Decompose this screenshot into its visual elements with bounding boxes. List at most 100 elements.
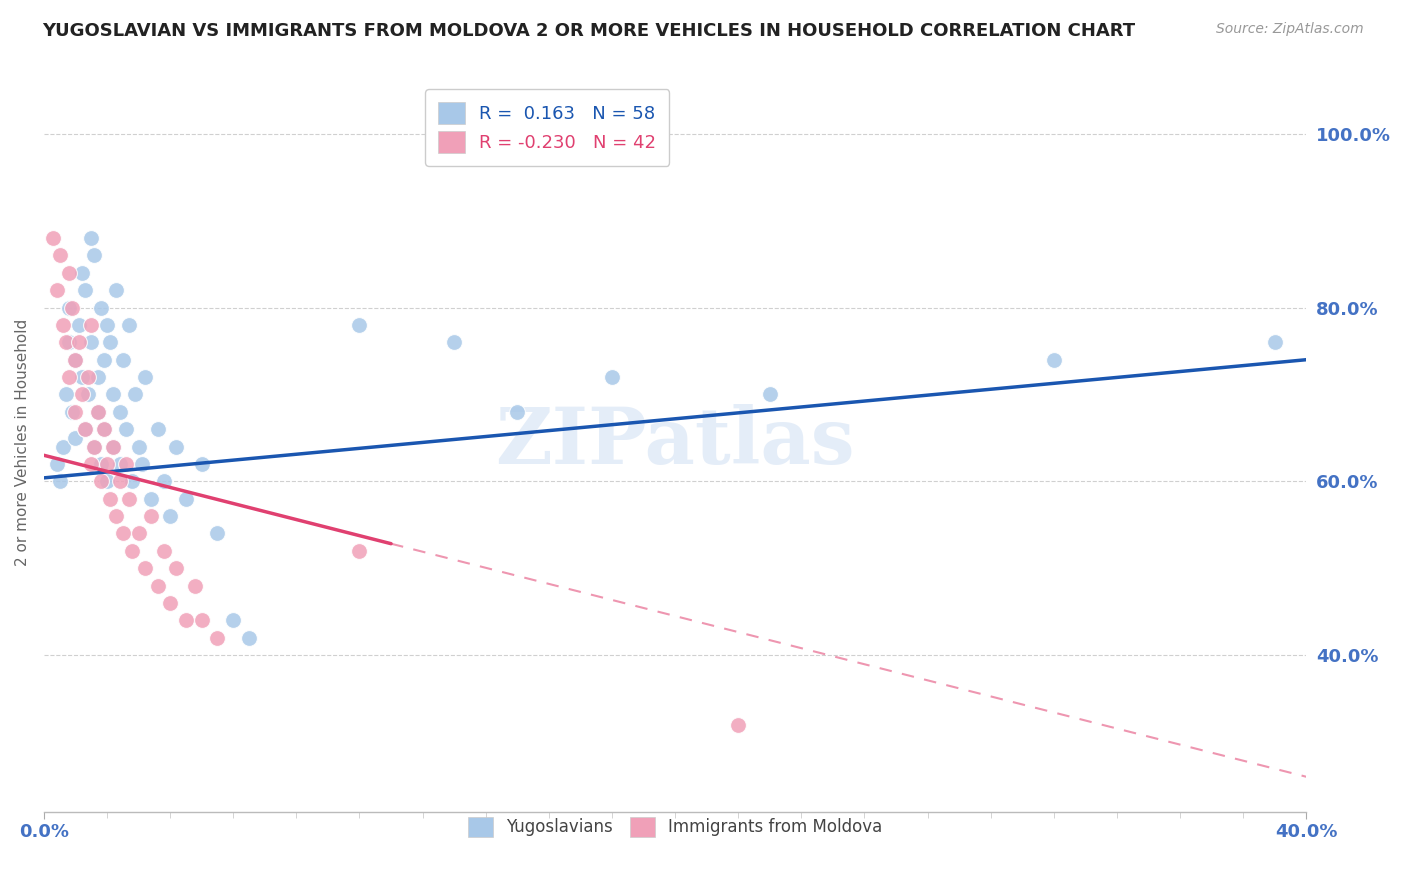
Legend: Yugoslavians, Immigrants from Moldova: Yugoslavians, Immigrants from Moldova bbox=[461, 810, 889, 844]
Point bbox=[67, 335, 90, 350]
Point bbox=[153, 544, 176, 558]
Point bbox=[77, 387, 100, 401]
Point bbox=[349, 544, 371, 558]
Point bbox=[190, 613, 212, 627]
Point bbox=[73, 422, 96, 436]
Point bbox=[77, 370, 100, 384]
Point bbox=[90, 457, 112, 471]
Point bbox=[52, 318, 75, 332]
Point bbox=[131, 457, 153, 471]
Point bbox=[159, 596, 181, 610]
Point bbox=[108, 405, 131, 419]
Point bbox=[124, 387, 146, 401]
Point bbox=[67, 318, 90, 332]
Point bbox=[190, 457, 212, 471]
Point bbox=[65, 352, 87, 367]
Point bbox=[115, 457, 138, 471]
Point bbox=[86, 405, 108, 419]
Point bbox=[98, 491, 121, 506]
Point bbox=[103, 440, 125, 454]
Point bbox=[222, 613, 245, 627]
Point bbox=[146, 422, 169, 436]
Point bbox=[65, 352, 87, 367]
Point bbox=[758, 387, 780, 401]
Point bbox=[141, 509, 163, 524]
Point bbox=[103, 387, 125, 401]
Point bbox=[65, 405, 87, 419]
Point bbox=[65, 431, 87, 445]
Point bbox=[349, 318, 371, 332]
Point bbox=[90, 301, 112, 315]
Point bbox=[207, 526, 229, 541]
Point bbox=[103, 440, 125, 454]
Point bbox=[45, 457, 67, 471]
Point bbox=[93, 352, 115, 367]
Point bbox=[55, 387, 77, 401]
Point bbox=[80, 318, 103, 332]
Point bbox=[506, 405, 529, 419]
Point bbox=[93, 422, 115, 436]
Point bbox=[165, 440, 187, 454]
Point bbox=[90, 475, 112, 489]
Point bbox=[174, 613, 197, 627]
Point bbox=[1043, 352, 1066, 367]
Point bbox=[80, 231, 103, 245]
Point bbox=[42, 231, 65, 245]
Point bbox=[134, 561, 156, 575]
Point bbox=[86, 370, 108, 384]
Point bbox=[184, 579, 207, 593]
Point bbox=[48, 475, 70, 489]
Point bbox=[443, 335, 465, 350]
Point bbox=[52, 440, 75, 454]
Point bbox=[111, 352, 134, 367]
Point bbox=[58, 301, 80, 315]
Point bbox=[108, 457, 131, 471]
Point bbox=[45, 283, 67, 297]
Point bbox=[1264, 335, 1286, 350]
Point bbox=[128, 526, 150, 541]
Point bbox=[105, 283, 128, 297]
Point bbox=[118, 491, 141, 506]
Point bbox=[48, 248, 70, 262]
Point bbox=[111, 526, 134, 541]
Y-axis label: 2 or more Vehicles in Household: 2 or more Vehicles in Household bbox=[15, 318, 30, 566]
Point bbox=[96, 457, 118, 471]
Point bbox=[80, 457, 103, 471]
Point bbox=[105, 509, 128, 524]
Point bbox=[80, 335, 103, 350]
Point bbox=[165, 561, 187, 575]
Point bbox=[141, 491, 163, 506]
Point bbox=[207, 631, 229, 645]
Point bbox=[73, 422, 96, 436]
Point bbox=[128, 440, 150, 454]
Point bbox=[70, 266, 93, 280]
Point bbox=[118, 318, 141, 332]
Point bbox=[727, 717, 749, 731]
Point bbox=[70, 387, 93, 401]
Point bbox=[83, 440, 105, 454]
Point bbox=[60, 301, 83, 315]
Point bbox=[58, 335, 80, 350]
Point bbox=[55, 335, 77, 350]
Point bbox=[70, 370, 93, 384]
Point bbox=[153, 475, 176, 489]
Point bbox=[238, 631, 260, 645]
Point bbox=[115, 422, 138, 436]
Point bbox=[96, 475, 118, 489]
Point bbox=[58, 370, 80, 384]
Point bbox=[600, 370, 623, 384]
Point bbox=[86, 405, 108, 419]
Point bbox=[60, 405, 83, 419]
Point bbox=[146, 579, 169, 593]
Point bbox=[121, 544, 143, 558]
Point bbox=[73, 283, 96, 297]
Point bbox=[174, 491, 197, 506]
Text: ZIPatlas: ZIPatlas bbox=[495, 404, 855, 480]
Point bbox=[58, 266, 80, 280]
Point bbox=[83, 248, 105, 262]
Point bbox=[93, 422, 115, 436]
Point bbox=[83, 440, 105, 454]
Point bbox=[98, 335, 121, 350]
Point bbox=[108, 475, 131, 489]
Text: Source: ZipAtlas.com: Source: ZipAtlas.com bbox=[1216, 22, 1364, 37]
